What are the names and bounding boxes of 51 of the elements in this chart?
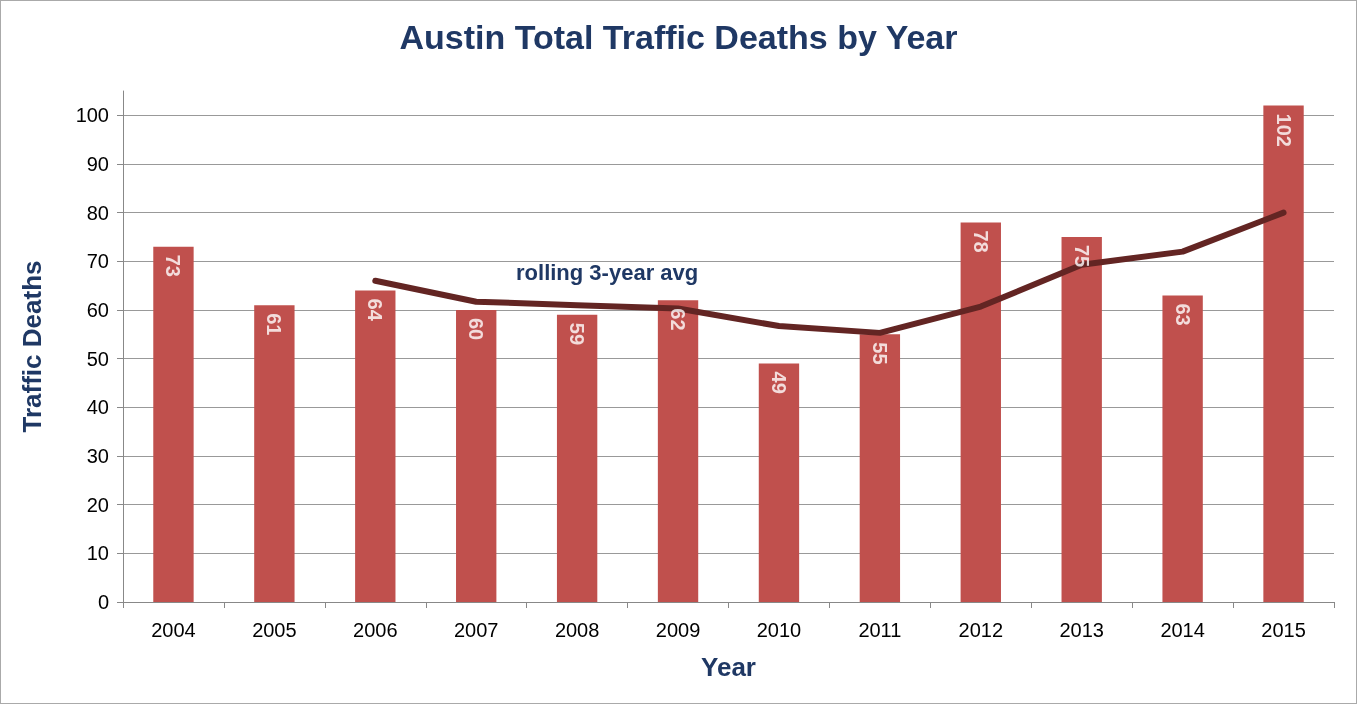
bar xyxy=(456,310,497,602)
data-label: 49 xyxy=(767,371,790,394)
x-tick-label: 2010 xyxy=(756,619,802,641)
x-tick-label: 2004 xyxy=(151,619,196,641)
bar xyxy=(1263,105,1304,602)
data-label: 61 xyxy=(263,313,286,336)
data-label: 63 xyxy=(1171,303,1194,326)
y-tick-label: 20 xyxy=(86,493,109,516)
x-tick-label: 2005 xyxy=(252,619,297,641)
x-tick-label: 2013 xyxy=(1059,619,1104,641)
series-label: rolling 3-year avg xyxy=(516,259,699,285)
y-tick-label: 30 xyxy=(86,445,109,467)
y-tick-label: 60 xyxy=(86,299,109,321)
y-tick-label: 10 xyxy=(86,542,109,565)
y-tick-label: 80 xyxy=(86,201,109,224)
bar xyxy=(960,222,1001,602)
x-axis-title: Year xyxy=(701,652,756,682)
x-tick-label: 2015 xyxy=(1261,619,1306,641)
y-tick-label: 40 xyxy=(86,396,109,419)
bar xyxy=(556,314,598,602)
data-label: 73 xyxy=(162,254,185,277)
x-tick-label: 2012 xyxy=(958,619,1004,641)
x-tick-label: 2008 xyxy=(554,619,600,641)
data-label: 55 xyxy=(868,342,891,365)
y-tick-label: 0 xyxy=(97,591,109,613)
y-tick-label: 90 xyxy=(86,153,109,175)
data-label: 102 xyxy=(1272,113,1295,147)
x-tick-label: 2014 xyxy=(1160,619,1205,641)
chart-title: Austin Total Traffic Deaths by Year xyxy=(399,18,958,56)
bar xyxy=(859,334,901,602)
x-tick-label: 2009 xyxy=(655,619,701,641)
data-label: 75 xyxy=(1070,245,1093,268)
bar xyxy=(355,290,396,602)
bar xyxy=(758,363,800,602)
bar xyxy=(657,300,699,602)
data-label: 78 xyxy=(969,230,992,253)
data-label: 62 xyxy=(667,308,690,331)
y-tick-label: 100 xyxy=(75,104,109,127)
x-tick-label: 2007 xyxy=(453,619,499,641)
y-tick-label: 50 xyxy=(86,347,109,370)
bar xyxy=(153,246,194,602)
data-label: 64 xyxy=(364,298,387,322)
data-label: 59 xyxy=(566,322,589,346)
bar xyxy=(1061,237,1102,602)
y-axis-title: Traffic Deaths xyxy=(17,260,47,433)
bar xyxy=(1162,295,1203,602)
x-tick-label: 2006 xyxy=(353,619,398,641)
bar xyxy=(254,305,295,602)
x-tick-label: 2011 xyxy=(858,619,902,641)
y-tick-label: 70 xyxy=(86,250,109,273)
data-label: 60 xyxy=(465,318,488,341)
